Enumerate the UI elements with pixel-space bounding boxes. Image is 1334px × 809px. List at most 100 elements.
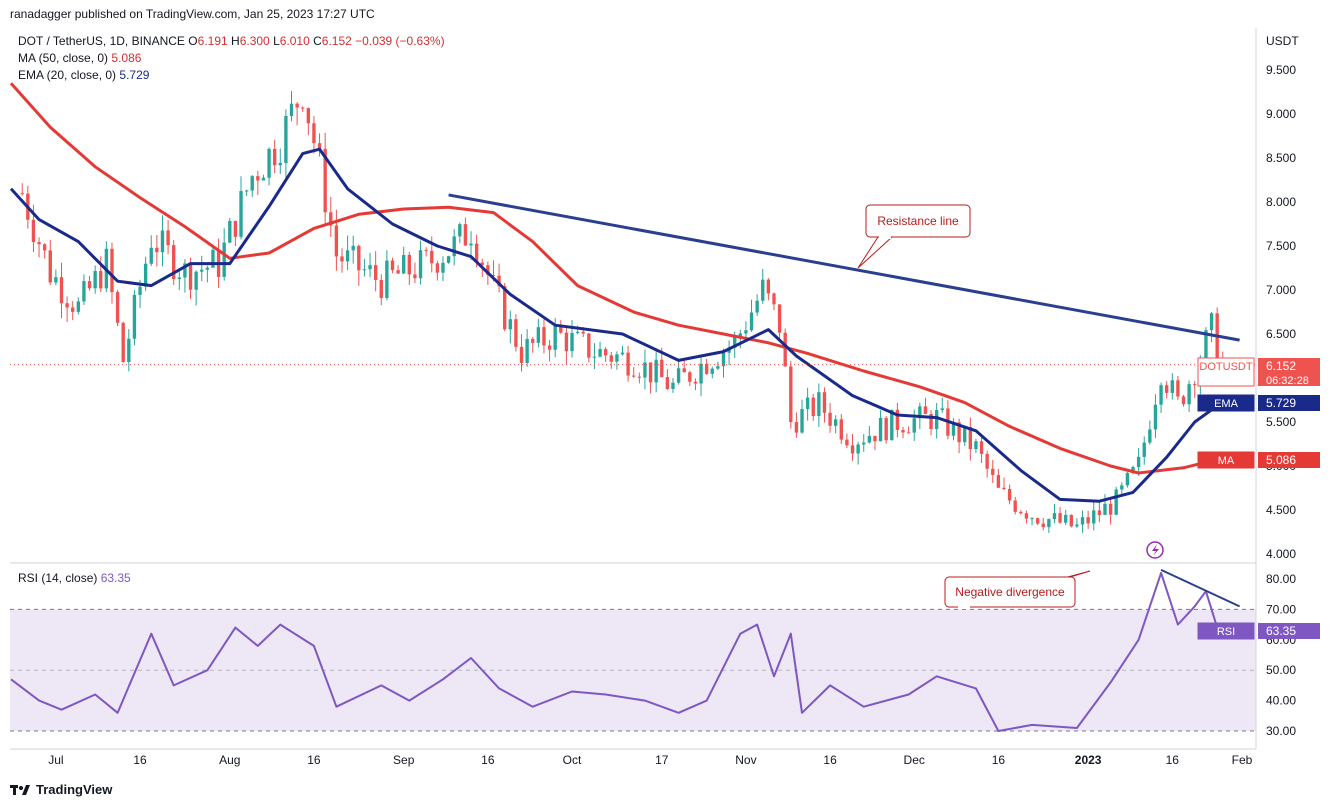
- candle-body: [643, 362, 647, 378]
- candle-body: [272, 148, 277, 166]
- price-axis-tick: 4.500: [1266, 503, 1296, 517]
- candle-body: [166, 230, 170, 246]
- ma-legend-label: MA (50, close, 0): [18, 51, 109, 65]
- price-tag-countdown: 06:32:28: [1266, 375, 1309, 387]
- candle-body: [48, 250, 52, 283]
- candle-body: [329, 212, 333, 226]
- candle-body: [929, 414, 933, 430]
- symbol-legend: DOT / TetherUS, 1D, BINANCE O6.191 H6.30…: [18, 34, 445, 48]
- candle-body: [934, 410, 939, 430]
- tradingview-logo[interactable]: TradingView: [10, 782, 112, 797]
- candle-body: [738, 333, 742, 337]
- divergence-callout-gap: [958, 605, 970, 609]
- candle-body: [42, 244, 47, 251]
- candle-body: [800, 409, 804, 433]
- symbol-name: DOT / TetherUS, 1D, BINANCE: [18, 34, 185, 48]
- candle-body: [59, 277, 64, 304]
- candle-body: [1052, 513, 1057, 520]
- ema-legend-label: EMA (20, close, 0): [18, 68, 117, 82]
- candle-body: [514, 319, 518, 347]
- lightning-icon: [1152, 544, 1159, 556]
- candle-body: [418, 250, 423, 279]
- candle-body: [839, 419, 843, 440]
- candle-body: [474, 243, 479, 263]
- candle-body: [396, 270, 400, 274]
- price-axis-tick: 5.500: [1266, 415, 1296, 429]
- close-value: 6.152: [321, 34, 352, 48]
- candle-body: [789, 366, 793, 423]
- candle-body: [794, 422, 799, 433]
- candle-body: [733, 336, 737, 348]
- rsi-axis-tick: 40.00: [1266, 694, 1296, 708]
- price-axis-tick: 7.000: [1266, 283, 1296, 297]
- candle-body: [845, 439, 849, 446]
- rsi-legend-value: 63.35: [100, 571, 131, 585]
- price-axis-tick: 9.000: [1266, 107, 1296, 121]
- candle-body: [704, 363, 709, 374]
- candle-body: [1069, 514, 1073, 527]
- candle-body: [138, 286, 142, 295]
- candle-body: [805, 397, 810, 410]
- candle-body: [632, 375, 636, 377]
- tradingview-logo-text: TradingView: [36, 782, 113, 797]
- candle-body: [1136, 456, 1141, 468]
- candle-body: [1092, 510, 1096, 524]
- price-tag-label: DOTUSDT: [1199, 361, 1252, 373]
- candle-body: [65, 303, 69, 308]
- candle-body: [777, 304, 782, 333]
- candle-body: [570, 332, 574, 352]
- candle-body: [177, 277, 181, 280]
- candle-body: [895, 409, 900, 430]
- candle-body: [766, 279, 771, 294]
- rsi-tag-label-box: [1197, 622, 1255, 640]
- candle-body: [626, 352, 630, 376]
- candle-body: [906, 432, 911, 434]
- candle-body: [295, 103, 299, 108]
- candle-body: [267, 148, 271, 178]
- ma-legend: MA (50, close, 0) 5.086: [18, 51, 141, 65]
- divergence-line: [1160, 568, 1241, 608]
- candle-body: [856, 444, 860, 454]
- ma50-line: [9, 82, 1224, 475]
- rsi-tag-value-box: [1258, 623, 1320, 639]
- candle-body: [1142, 442, 1146, 457]
- candle-body: [783, 332, 787, 367]
- candle-body: [1181, 396, 1186, 405]
- candle-body: [340, 256, 344, 262]
- candle-body: [1187, 384, 1191, 405]
- candle-body: [480, 262, 484, 266]
- candle-body: [390, 260, 395, 271]
- candle-body: [682, 368, 686, 373]
- change-value: −0.039 (−0.63%): [355, 34, 445, 48]
- candle-body: [323, 148, 327, 213]
- candle-body: [1041, 523, 1045, 528]
- time-axis-tick: Dec: [904, 753, 925, 767]
- ma-tag-value: 5.086: [1266, 453, 1296, 467]
- candle-body: [194, 271, 198, 290]
- price-axis-tick: 8.500: [1266, 151, 1296, 165]
- candle-body: [979, 441, 984, 454]
- rsi-legend-label: RSI (14, close): [18, 571, 98, 585]
- candle-body: [115, 292, 120, 323]
- candle-body: [452, 236, 456, 257]
- time-axis-tick: 16: [307, 753, 321, 767]
- candle-body: [648, 362, 653, 383]
- candle-body: [306, 108, 311, 124]
- candle-body: [222, 242, 226, 277]
- candle-body: [878, 418, 883, 442]
- candle-body: [536, 327, 541, 343]
- candle-body: [469, 243, 473, 246]
- candle-body: [155, 247, 159, 253]
- candle-body: [749, 312, 754, 331]
- candle-body: [497, 275, 501, 287]
- candle-body: [345, 250, 350, 262]
- candle-body: [1103, 503, 1107, 515]
- candle-body: [357, 245, 361, 271]
- candle-body: [519, 346, 524, 363]
- candle-body: [901, 429, 905, 433]
- candle-body: [620, 352, 625, 355]
- candle-body: [592, 356, 597, 358]
- candle-body: [862, 442, 866, 445]
- candle-body: [301, 107, 305, 109]
- rsi-axis-tick: 70.00: [1266, 602, 1296, 616]
